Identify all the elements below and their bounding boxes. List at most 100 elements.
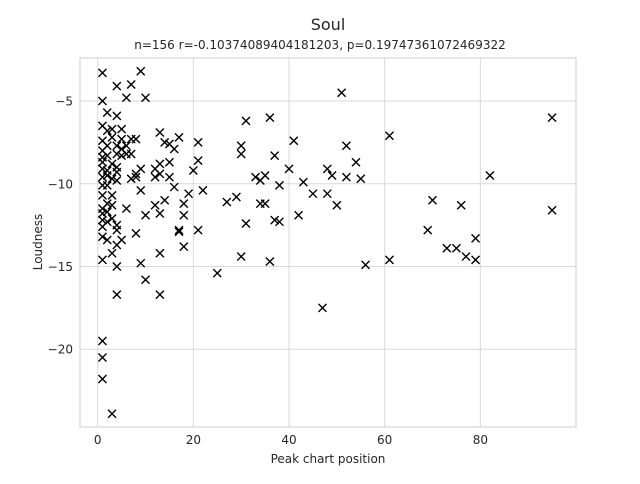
data-point [97, 209, 107, 219]
data-point [270, 215, 280, 225]
data-point [265, 257, 275, 267]
data-point [131, 134, 141, 144]
x-tick-label: 20 [186, 433, 201, 447]
data-point [471, 233, 481, 243]
y-tick-label: −20 [48, 343, 73, 357]
data-point [284, 164, 294, 174]
data-point [461, 252, 471, 262]
data-point [298, 177, 308, 187]
data-point [102, 180, 112, 190]
data-point [107, 248, 117, 258]
data-point [102, 170, 112, 180]
data-point [274, 217, 284, 227]
data-point [236, 252, 246, 262]
data-point [423, 225, 433, 235]
x-tick-label: 80 [473, 433, 488, 447]
data-point [236, 149, 246, 159]
data-point [121, 204, 131, 214]
data-point [97, 190, 107, 200]
data-point [97, 374, 107, 384]
chart-title: Soul [311, 15, 346, 34]
data-point [184, 189, 194, 199]
data-point [97, 96, 107, 106]
data-point [97, 215, 107, 225]
data-point [356, 174, 366, 184]
data-point [260, 170, 270, 180]
data-point [485, 170, 495, 180]
data-point [107, 159, 117, 169]
data-point [102, 126, 112, 136]
data-point [150, 200, 160, 210]
data-point [164, 172, 174, 182]
data-point [112, 81, 122, 91]
data-point [174, 132, 184, 142]
data-point [471, 255, 481, 265]
data-point [97, 157, 107, 167]
data-point [384, 255, 394, 265]
data-point [112, 290, 122, 300]
data-point [136, 258, 146, 268]
data-point [193, 137, 203, 147]
data-point [97, 68, 107, 78]
data-point [241, 218, 251, 228]
data-point [107, 124, 117, 134]
data-point [102, 151, 112, 161]
data-point [107, 200, 117, 210]
data-point [117, 151, 127, 161]
x-tick-label: 60 [377, 433, 392, 447]
y-axis-label: Loudness [31, 214, 45, 271]
grid [80, 58, 576, 427]
data-point [141, 93, 151, 103]
data-point [121, 141, 131, 151]
data-point [102, 217, 112, 227]
data-point [260, 199, 270, 209]
chart-subtitle: n=156 r=-0.10374089404181203, p=0.197473… [134, 38, 505, 52]
data-point [294, 210, 304, 220]
data-point [322, 189, 332, 199]
data-point [547, 205, 557, 215]
data-point [265, 113, 275, 123]
data-point [112, 141, 122, 151]
data-point [150, 172, 160, 182]
data-point [337, 88, 347, 98]
y-tick-label: −10 [48, 177, 73, 191]
data-point [107, 174, 117, 184]
data-point [102, 141, 112, 151]
data-point [361, 260, 371, 270]
data-point [322, 164, 332, 174]
x-axis-label: Peak chart position [271, 452, 386, 466]
data-point [160, 195, 170, 205]
data-point [351, 157, 361, 167]
data-point [327, 170, 337, 180]
data-point [179, 210, 189, 220]
data-point [212, 268, 222, 278]
data-point [107, 132, 117, 142]
plot-area-frame [79, 57, 577, 428]
data-point [456, 200, 466, 210]
data-point [193, 156, 203, 166]
data-point [451, 243, 461, 253]
x-tick-label: 40 [281, 433, 296, 447]
data-points [97, 66, 557, 419]
data-point [174, 225, 184, 235]
data-point [112, 167, 122, 177]
data-point [341, 172, 351, 182]
data-point [102, 235, 112, 245]
data-point [251, 172, 261, 182]
data-point [179, 199, 189, 209]
data-point [169, 144, 179, 154]
data-point [188, 166, 198, 176]
data-point [428, 195, 438, 205]
y-axis-ticks: −20 −15 −10 −5 [48, 95, 73, 357]
data-point [97, 172, 107, 182]
data-point [155, 159, 165, 169]
data-point [112, 175, 122, 185]
y-tick-label: −15 [48, 260, 73, 274]
data-point [274, 180, 284, 190]
data-point [164, 157, 174, 167]
data-point [198, 185, 208, 195]
data-point [289, 136, 299, 146]
data-point [318, 303, 327, 313]
